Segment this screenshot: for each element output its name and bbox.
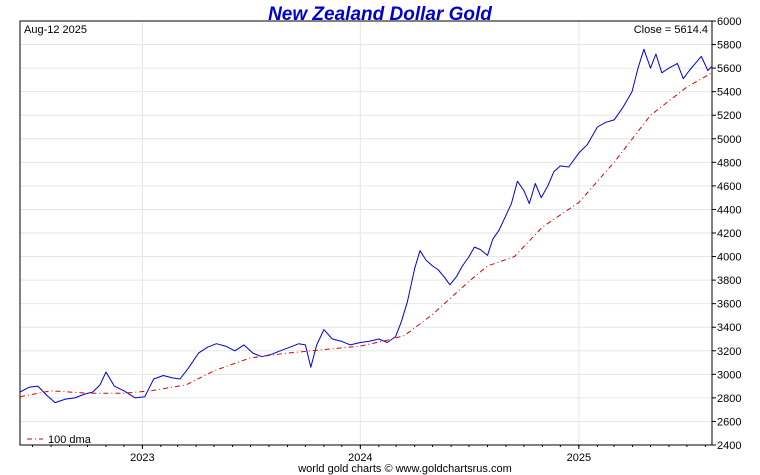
x-tick-label: 2024: [348, 452, 372, 464]
y-tick-label: 4000: [717, 252, 741, 264]
x-tick-label: 2025: [567, 452, 591, 464]
y-tick-label: 5200: [717, 110, 741, 122]
date-label: Aug-12 2025: [24, 24, 87, 36]
dma-line: [19, 72, 713, 398]
y-tick-label: 6000: [717, 16, 741, 28]
y-tick-label: 4400: [717, 204, 741, 216]
y-tick-label: 2800: [717, 393, 741, 405]
y-axis: 2400 2600 2800 3000 3200 3400 3600 3800 4000 4200…: [712, 16, 741, 452]
y-tick-label: 5800: [717, 40, 741, 52]
y-tick-label: 3000: [717, 369, 741, 381]
price-line: [19, 48, 713, 404]
y-tick-label: 3600: [717, 299, 741, 311]
x-tick-label: 2023: [130, 452, 154, 464]
grid: [20, 21, 712, 445]
y-tick-label: 5400: [717, 87, 741, 99]
y-tick-label: 3400: [717, 322, 741, 334]
y-tick-label: 4800: [717, 157, 741, 169]
close-label: Close = 5614.4: [634, 24, 708, 36]
series-layer: [19, 48, 713, 404]
y-tick-label: 5000: [717, 134, 741, 146]
y-tick-label: 3800: [717, 275, 741, 287]
y-tick-label: 4200: [717, 228, 741, 240]
y-tick-label: 3200: [717, 346, 741, 358]
legend: 100 dma: [27, 434, 92, 446]
y-tick-label: 2400: [717, 440, 741, 452]
footer-credit: world gold charts © www.goldchartsrus.co…: [297, 463, 512, 475]
legend-dma-label: 100 dma: [48, 434, 92, 446]
y-tick-label: 5600: [717, 63, 741, 75]
y-tick-label: 4600: [717, 181, 741, 193]
y-tick-label: 2600: [717, 416, 741, 428]
chart-title: New Zealand Dollar Gold: [268, 4, 492, 25]
x-axis: 2023 2024 2025: [32, 445, 706, 464]
